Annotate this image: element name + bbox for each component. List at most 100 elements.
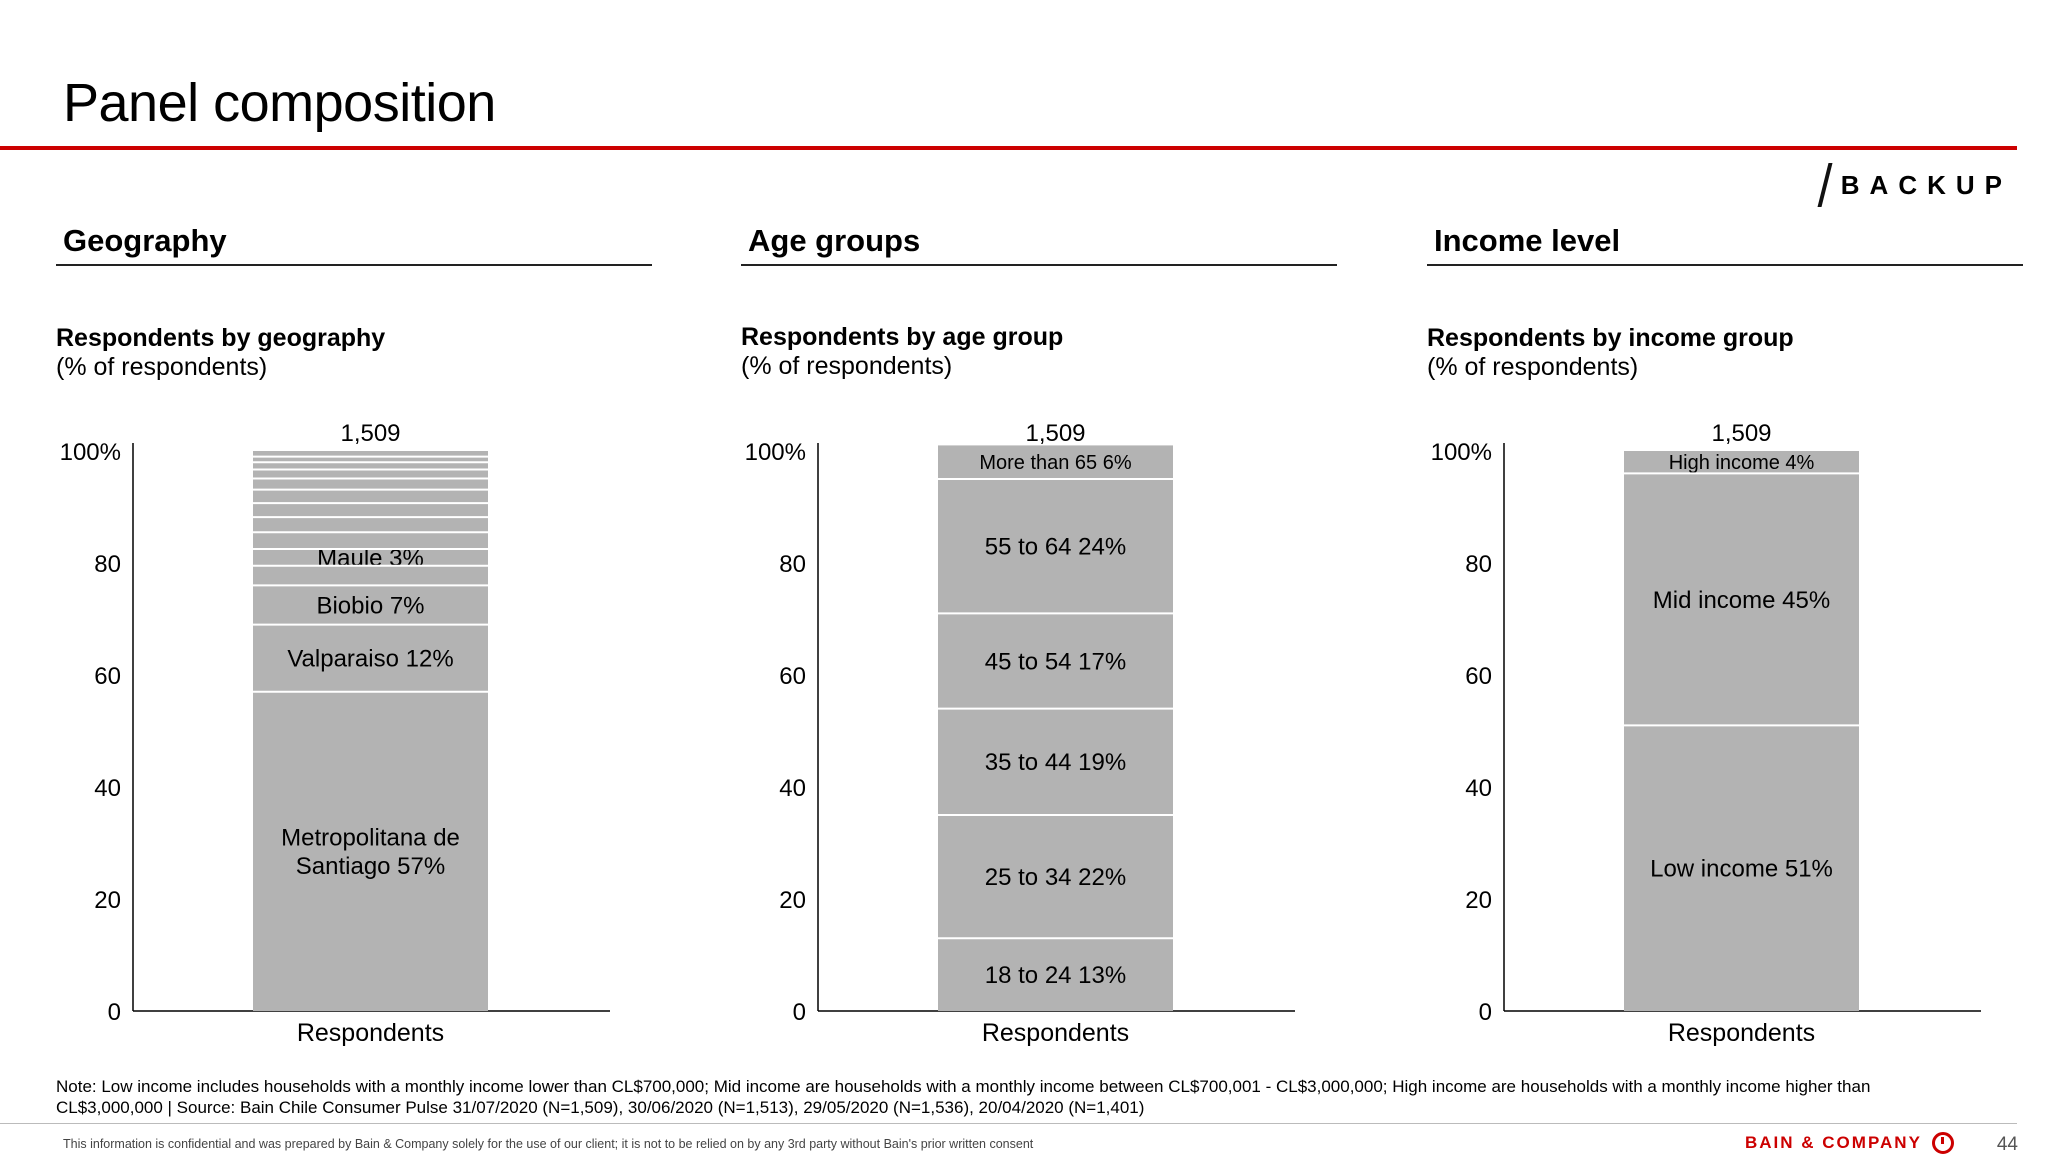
x-category-label: Respondents xyxy=(1668,1019,1815,1047)
segment-label-line: High income 4% xyxy=(1669,452,1815,474)
bar-segment xyxy=(938,938,1173,1011)
age-group-chart: 0 20 40 60 80 100% 18 to 24 13% 25 to 34 22% 35 … xyxy=(745,420,1295,1047)
chart-subtitle: (% of respondents) xyxy=(1427,353,1639,381)
y-tick-label: 40 xyxy=(1465,775,1492,802)
x-category-label: Respondents xyxy=(982,1019,1129,1047)
y-tick-label: 20 xyxy=(779,887,806,914)
bar-segment xyxy=(253,565,488,586)
bar-segment xyxy=(253,585,488,625)
segment-label-line: Valparaiso 12% xyxy=(287,646,453,673)
segment-label-line: 55 to 64 24% xyxy=(985,534,1126,561)
bar-segment xyxy=(938,445,1173,479)
segment-label: More than 65 6% xyxy=(979,452,1132,474)
section-heading: Income level xyxy=(1434,223,1621,258)
bar-segment xyxy=(253,478,488,490)
section-rule xyxy=(1427,264,2023,266)
y-tick-label: 80 xyxy=(779,551,806,578)
bar-segment xyxy=(938,613,1173,709)
section-heading: Geography xyxy=(63,223,227,258)
bar-segment xyxy=(253,532,488,549)
segment-label-line: Metropolitana de xyxy=(281,825,460,852)
segment-label: Metropolitana de Santiago 57% xyxy=(281,825,460,880)
page-title: Panel composition xyxy=(63,73,496,133)
title-rule xyxy=(0,146,2017,150)
total-label: 1,509 xyxy=(1025,420,1085,447)
segment-label-line: 45 to 54 17% xyxy=(985,648,1126,675)
segment-label: Biobio 7% xyxy=(316,592,424,619)
chart-subtitle: (% of respondents) xyxy=(741,352,953,380)
y-tick-label: 60 xyxy=(1465,663,1492,690)
segment-label: Valparaiso 12% xyxy=(287,646,453,673)
chart-title-text: Respondents by geography xyxy=(56,324,386,352)
bar-segment xyxy=(253,451,488,457)
bar-segment xyxy=(1624,473,1859,726)
segment-label-line: More than 65 6% xyxy=(979,452,1132,474)
segment-label-line: 18 to 24 13% xyxy=(985,962,1126,989)
y-tick-label: 60 xyxy=(94,663,121,690)
y-tick-label: 20 xyxy=(94,887,121,914)
y-tick-label: 0 xyxy=(793,999,806,1026)
chart-title-text: Respondents by age group xyxy=(741,323,1064,351)
bar-segment xyxy=(1624,451,1859,474)
y-tick-label: 100% xyxy=(1431,439,1492,466)
chart-title-text: Respondents by income group xyxy=(1427,324,1794,352)
income-chart: 0 20 40 60 80 100% Low income 51% Mid income 45… xyxy=(1431,420,1981,1047)
y-tick-label: 100% xyxy=(60,439,121,466)
y-tick-label: 20 xyxy=(1465,887,1492,914)
bar-segment xyxy=(253,462,488,470)
segment-label-line: 25 to 34 22% xyxy=(985,864,1126,891)
segment-label: 55 to 64 24% xyxy=(985,534,1126,561)
chart-title-income: Respondents by income group (% of respon… xyxy=(1427,324,1794,382)
bar-segment xyxy=(253,549,488,566)
segment-label: High income 4% xyxy=(1669,452,1815,474)
bar-segment xyxy=(938,479,1173,614)
section-age-groups: Age groups xyxy=(741,218,1337,266)
y-tick-label: 100% xyxy=(745,439,806,466)
section-geography: Geography xyxy=(56,218,652,266)
segment-label: 18 to 24 13% xyxy=(985,962,1126,989)
y-tick-label: 0 xyxy=(1479,999,1492,1026)
confidential-notice: This information is confidential and was… xyxy=(63,1137,1034,1151)
section-rule xyxy=(56,264,652,266)
bar-segment xyxy=(253,691,488,1011)
segment-label: Mid income 45% xyxy=(1653,587,1830,614)
bar-segment xyxy=(1624,725,1859,1011)
backup-tag: BACKUP xyxy=(1817,162,2012,208)
segment-label-line: Low income 51% xyxy=(1650,856,1833,883)
bar-segment xyxy=(253,624,488,692)
bar-segment xyxy=(253,469,488,479)
y-tick-label: 0 xyxy=(108,999,121,1026)
logo-mark-icon xyxy=(1931,1132,1954,1154)
section-rule xyxy=(741,264,1337,266)
footer-rule xyxy=(0,1123,2017,1124)
y-tick-label: 40 xyxy=(779,775,806,802)
bar-segment xyxy=(253,489,488,504)
bar-segment xyxy=(253,456,488,463)
company-logo: BAIN & COMPANY xyxy=(1745,1132,1954,1154)
chart-subtitle: (% of respondents) xyxy=(56,353,268,381)
segment-label: 35 to 44 19% xyxy=(985,749,1126,776)
total-label: 1,509 xyxy=(340,420,400,447)
segment-label-line: Mid income 45% xyxy=(1653,587,1830,614)
section-heading: Age groups xyxy=(748,223,921,258)
segment-label-line: Santiago 57% xyxy=(296,853,445,880)
logo-text: BAIN & COMPANY xyxy=(1745,1133,1922,1152)
bar-segment xyxy=(938,708,1173,815)
y-tick-label: 60 xyxy=(779,663,806,690)
segment-label-line: 35 to 44 19% xyxy=(985,749,1126,776)
chart-title-age: Respondents by age group (% of responden… xyxy=(741,323,1063,381)
bar-segment xyxy=(253,517,488,533)
bar-segment xyxy=(938,815,1173,939)
x-category-label: Respondents xyxy=(297,1019,444,1047)
segment-label-line: Biobio 7% xyxy=(316,592,424,619)
segment-label: Low income 51% xyxy=(1650,856,1833,883)
y-tick-label: 40 xyxy=(94,775,121,802)
backup-slash xyxy=(1817,163,1833,207)
chart-title-geography: Respondents by geography (% of responden… xyxy=(56,324,385,382)
geography-chart: 0 20 40 60 80 100% Metropolitana de Santiago 57… xyxy=(60,420,610,1047)
y-tick-label: 80 xyxy=(94,551,121,578)
segment-label: 25 to 34 22% xyxy=(985,864,1126,891)
backup-label: BACKUP xyxy=(1840,169,2012,200)
page-number: 44 xyxy=(1996,1134,2018,1155)
total-label: 1,509 xyxy=(1711,420,1771,447)
